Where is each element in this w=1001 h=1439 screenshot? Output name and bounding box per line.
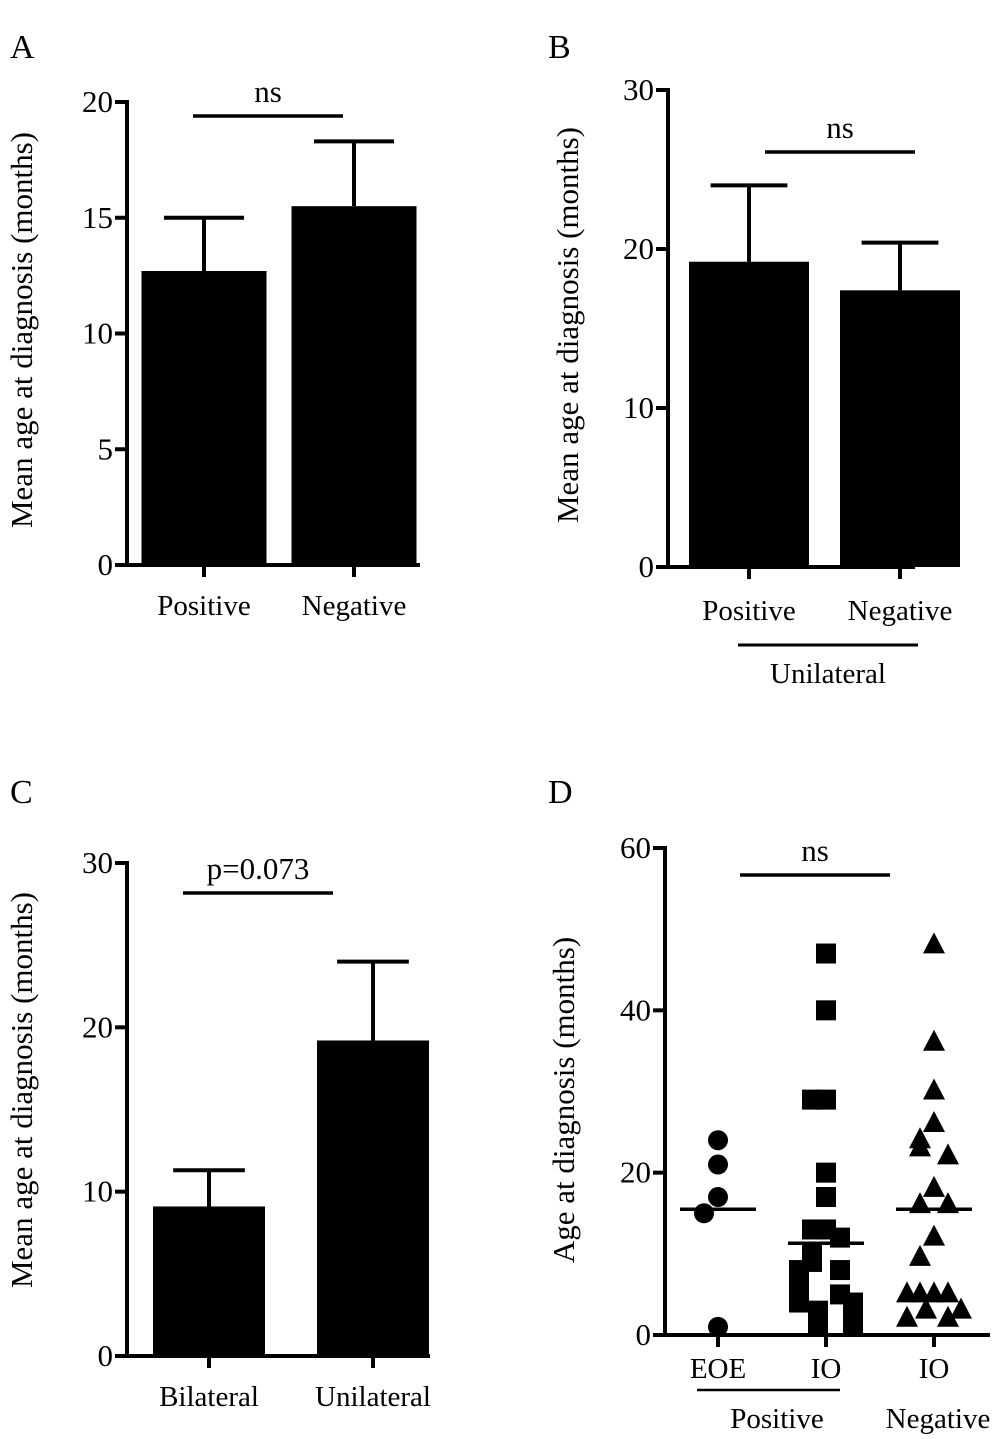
y-tick-label: 10 [82, 1174, 113, 1209]
x-tick-label: Bilateral [159, 1381, 259, 1413]
y-tick-label: 20 [620, 1155, 651, 1190]
panel-c: 0 10 20 30 Mean age at diagnosis (months) Bil… [4, 845, 431, 1413]
y-tick-label: 0 [639, 549, 655, 584]
x-tick-label: Negative [302, 590, 407, 622]
data-point-square [816, 1187, 836, 1208]
data-point-triangle [923, 1175, 945, 1197]
x-tick-label: EOE [690, 1353, 746, 1385]
data-point-square [843, 1316, 863, 1337]
y-tick-label: 0 [98, 547, 114, 582]
panel-label-b: B [548, 29, 571, 66]
data-point-triangle [923, 932, 945, 954]
y-tick-label: 40 [620, 992, 651, 1027]
data-point-square [830, 1260, 850, 1281]
y-tick-label: 10 [623, 390, 654, 425]
bar [141, 270, 267, 565]
x-tick-label: Negative [848, 595, 953, 627]
bar [689, 261, 809, 567]
data-point-triangle [896, 1305, 918, 1327]
data-point-circle [708, 1187, 728, 1208]
bar [840, 290, 960, 567]
data-point-triangle [937, 1143, 959, 1165]
panel-label-a: A [10, 29, 35, 66]
data-point-square [816, 1000, 836, 1021]
y-tick-label: 0 [636, 1317, 652, 1352]
y-tick-label: 30 [623, 72, 654, 107]
data-point-triangle [923, 1224, 945, 1246]
bar [291, 206, 417, 566]
group-label: Unilateral [770, 658, 886, 690]
data-point-square [808, 1316, 828, 1337]
significance-label: ns [801, 833, 829, 868]
x-tick-label: IO [919, 1353, 950, 1385]
data-point-triangle [909, 1135, 931, 1157]
significance-label: p=0.073 [207, 851, 310, 886]
x-tick-label: Positive [702, 595, 795, 627]
y-tick-label: 30 [82, 845, 113, 880]
y-axis-label: Mean age at diagnosis (months) [550, 127, 585, 523]
data-point-circle [708, 1154, 728, 1175]
significance-label: ns [254, 74, 282, 109]
data-point-circle [694, 1203, 714, 1224]
y-axis-label: Mean age at diagnosis (months) [4, 892, 39, 1288]
y-tick-label: 20 [623, 231, 654, 266]
data-point-circle [708, 1130, 728, 1151]
data-point-triangle [923, 1110, 945, 1132]
panel-label-d: D [548, 774, 573, 811]
data-point-square [789, 1292, 809, 1313]
y-tick-label: 5 [98, 431, 114, 466]
data-point-circle [708, 1316, 728, 1337]
data-point-triangle [923, 1281, 945, 1303]
y-tick-label: 20 [82, 1009, 113, 1044]
data-point-square [802, 1089, 822, 1110]
data-point-triangle [937, 1305, 959, 1327]
data-point-square [816, 1162, 836, 1183]
data-point-square [816, 943, 836, 964]
panel-b: 0 10 20 30 Mean age at diagnosis (months) Pos… [550, 72, 960, 690]
data-point-triangle [909, 1244, 931, 1266]
bar [153, 1206, 265, 1356]
x-tick-label: Unilateral [315, 1381, 431, 1413]
significance-label: ns [826, 110, 854, 145]
group-label: Positive [730, 1403, 823, 1435]
y-axis-label: Mean age at diagnosis (months) [4, 132, 39, 528]
data-point-triangle [937, 1281, 959, 1303]
panel-d: 0 20 40 60 Age at diagnosis (months) EOE IO IO n… [546, 830, 990, 1435]
panel-a: 0 5 10 15 20 Mean age at diagnosis (months) Po… [4, 74, 420, 622]
y-tick-label: 10 [82, 316, 113, 351]
y-axis-label: Age at diagnosis (months) [546, 937, 581, 1263]
panel-label-c: C [10, 774, 33, 811]
y-tick-label: 60 [620, 830, 651, 865]
group-label: Negative [886, 1403, 991, 1435]
y-tick-label: 20 [82, 84, 113, 119]
bar [317, 1040, 429, 1356]
y-tick-label: 0 [98, 1338, 114, 1373]
data-point-triangle [896, 1281, 918, 1303]
data-point-triangle [950, 1297, 972, 1319]
data-point-triangle [923, 1078, 945, 1100]
data-point-triangle [923, 1029, 945, 1051]
y-tick-label: 15 [82, 200, 113, 235]
data-point-square [802, 1219, 822, 1240]
x-tick-label: IO [811, 1353, 842, 1385]
data-point-triangle [915, 1297, 937, 1319]
x-tick-label: Positive [157, 590, 250, 622]
